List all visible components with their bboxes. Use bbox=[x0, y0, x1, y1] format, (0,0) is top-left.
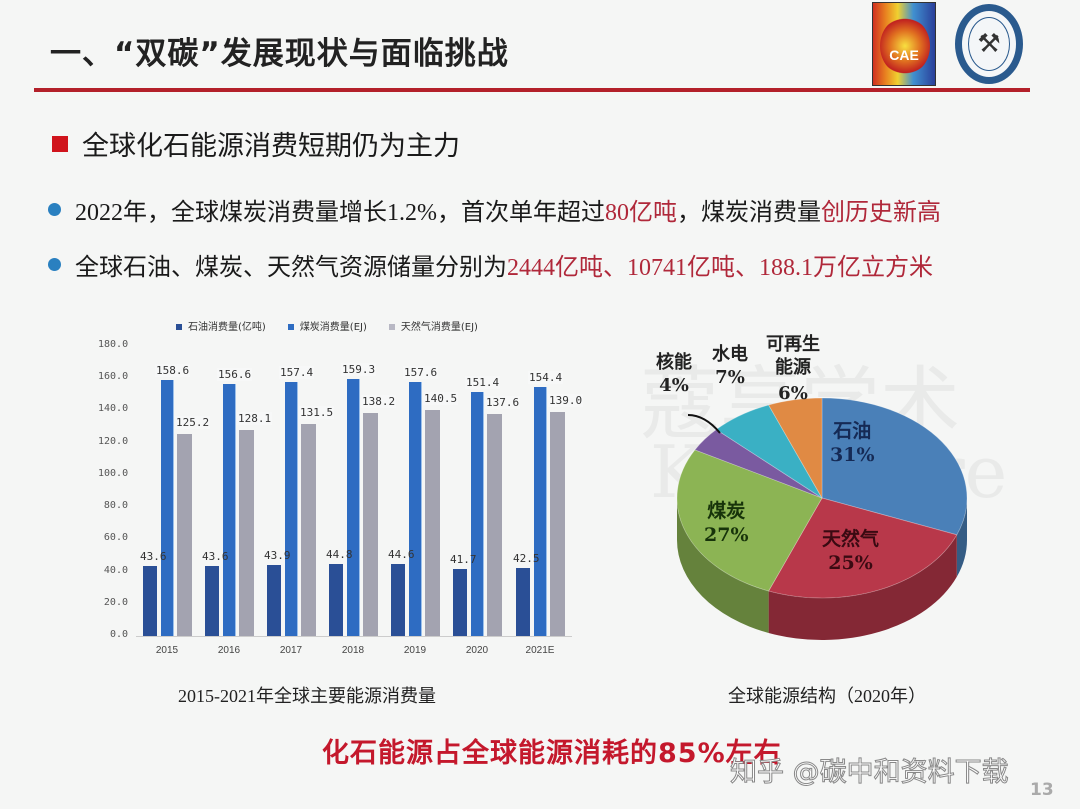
bar-coal bbox=[534, 387, 547, 636]
blue-dot-bullet-icon bbox=[48, 203, 61, 216]
zhihu-watermark: 知乎 @碳中和资料下载 bbox=[730, 757, 1010, 789]
bar-value-label: 137.6 bbox=[485, 396, 521, 410]
bar-value-label: 42.5 bbox=[513, 551, 540, 565]
x-axis-line bbox=[136, 636, 572, 637]
y-axis-tick: 60.0 bbox=[103, 532, 128, 544]
pie-slice-石油 bbox=[821, 397, 968, 536]
y-axis-tick: 120.0 bbox=[98, 435, 129, 447]
bar-value-label: 128.1 bbox=[237, 411, 273, 425]
bar-oil bbox=[205, 565, 219, 636]
bar-coal bbox=[471, 392, 484, 636]
bar-coal bbox=[347, 379, 360, 636]
bar-gas bbox=[239, 429, 254, 636]
bar-value-label: 125.2 bbox=[175, 416, 211, 430]
bar-gas bbox=[177, 434, 192, 636]
bar-oil bbox=[329, 563, 343, 636]
bar-gas bbox=[487, 414, 502, 636]
bar-value-label: 44.6 bbox=[388, 548, 415, 562]
pie-label-hydro: 水电 7% bbox=[712, 344, 748, 388]
university-logo: ⚒ bbox=[955, 4, 1023, 84]
pie-side-煤炭 bbox=[677, 498, 769, 633]
x-axis-tick: 2019 bbox=[403, 645, 427, 656]
x-axis-tick: 2016 bbox=[217, 645, 241, 656]
bar-value-label: 41.7 bbox=[450, 552, 477, 566]
x-axis-tick: 2017 bbox=[279, 645, 303, 656]
pie-label-renewable: 可再生 能源 6% bbox=[766, 334, 820, 404]
legend-item-gas: 天然气消费量(EJ) bbox=[388, 318, 478, 333]
pie-label-oil: 石油 31% bbox=[830, 420, 875, 466]
bar-value-label: 151.4 bbox=[465, 376, 501, 390]
bullet-coal-consumption: 2022年，全球煤炭消费量增长1.2%，首次单年超过 80亿吨 ，煤炭消费量 创历史新… bbox=[48, 192, 941, 227]
conclusion-text: 化石能源占全球能源消耗的85%左右 bbox=[322, 738, 782, 769]
bar-value-label: 158.6 bbox=[155, 364, 191, 378]
y-axis-tick: 180.0 bbox=[98, 339, 129, 350]
pie-side-天然气 bbox=[768, 534, 957, 640]
pickaxe-icon: ⚒ bbox=[968, 17, 1010, 71]
y-axis-tick: 160.0 bbox=[98, 371, 129, 383]
bar-value-label: 139.0 bbox=[548, 394, 584, 408]
bar-chart-legend: 石油消费量(亿吨) 煤炭消费量(EJ) 天然气消费量(EJ) bbox=[176, 318, 478, 333]
page-title: 一、“双碳”发展现状与面临挑战 bbox=[50, 36, 509, 72]
bar-value-label: 140.5 bbox=[423, 391, 459, 405]
bar-value-label: 43.6 bbox=[202, 549, 229, 563]
bar-value-label: 43.9 bbox=[264, 549, 291, 563]
bar-gas bbox=[363, 413, 378, 636]
bar-value-label: 159.3 bbox=[341, 363, 377, 377]
pie-side-石油 bbox=[956, 498, 967, 577]
bar-value-label: 131.5 bbox=[299, 406, 335, 420]
bar-coal bbox=[161, 380, 174, 636]
bar-coal bbox=[409, 382, 422, 636]
bar-value-label: 156.6 bbox=[217, 367, 253, 381]
bar-coal bbox=[285, 382, 298, 636]
x-axis-tick: 2015 bbox=[155, 645, 179, 656]
bar-chart-caption: 2015-2021年全球主要能源消费量 bbox=[178, 686, 436, 706]
bar-gas bbox=[301, 424, 316, 636]
y-axis-tick: 20.0 bbox=[103, 596, 128, 608]
y-axis-tick: 100.0 bbox=[98, 467, 129, 479]
pie-slice-煤炭 bbox=[676, 449, 823, 592]
pie-label-gas: 天然气 25% bbox=[822, 528, 880, 574]
nuclear-leader-line bbox=[687, 414, 721, 434]
pie-chart bbox=[676, 397, 968, 640]
bar-coal bbox=[223, 383, 236, 636]
y-axis-tick: 80.0 bbox=[103, 500, 128, 512]
title-divider bbox=[34, 88, 1030, 92]
pie-label-nuclear: 核能 4% bbox=[656, 352, 692, 396]
bar-value-label: 43.6 bbox=[140, 549, 167, 563]
bar-value-label: 138.2 bbox=[361, 395, 397, 409]
legend-item-oil: 石油消费量(亿吨) bbox=[176, 318, 266, 333]
x-axis-tick: 2020 bbox=[465, 645, 489, 656]
x-axis-tick: 2018 bbox=[341, 645, 365, 656]
pie-label-coal: 煤炭 27% bbox=[704, 500, 749, 546]
red-square-bullet-icon bbox=[52, 135, 68, 152]
y-axis-tick: 0.0 bbox=[109, 629, 128, 640]
bar-oil bbox=[267, 565, 281, 636]
bar-value-label: 154.4 bbox=[528, 371, 564, 385]
bar-chart: 0.0 20.0 40.0 60.0 80.0 100.0 120.0 140.0 160.0 1… bbox=[0, 0, 600, 680]
y-axis-tick: 140.0 bbox=[98, 403, 129, 415]
bar-gas bbox=[425, 409, 440, 636]
page-number: 13 bbox=[1030, 780, 1054, 800]
x-axis-tick: 2021E bbox=[525, 645, 555, 656]
bar-oil bbox=[516, 567, 530, 636]
bar-gas bbox=[550, 412, 565, 636]
cae-logo: CAE bbox=[872, 2, 936, 86]
bar-oil bbox=[143, 565, 157, 636]
section-heading: 全球化石能源消费短期仍为主力 bbox=[52, 124, 460, 163]
y-axis-tick: 40.0 bbox=[103, 564, 128, 576]
bar-oil bbox=[391, 564, 405, 636]
bar-oil bbox=[453, 568, 467, 636]
pie-slice-可再生能源 bbox=[768, 397, 823, 500]
bar-value-label: 157.6 bbox=[403, 366, 439, 380]
blue-dot-bullet-icon bbox=[48, 258, 61, 271]
bullet-reserves: 全球石油、煤炭、天然气资源储量分别为 2444亿吨、10741亿吨、188.1万亿… bbox=[48, 247, 933, 282]
bar-value-label: 44.8 bbox=[326, 547, 353, 561]
pie-slice-天然气 bbox=[768, 497, 958, 599]
pie-chart-caption: 全球能源结构（2020年） bbox=[728, 686, 926, 706]
legend-item-coal: 煤炭消费量(EJ) bbox=[287, 318, 367, 333]
bar-value-label: 157.4 bbox=[279, 366, 315, 380]
